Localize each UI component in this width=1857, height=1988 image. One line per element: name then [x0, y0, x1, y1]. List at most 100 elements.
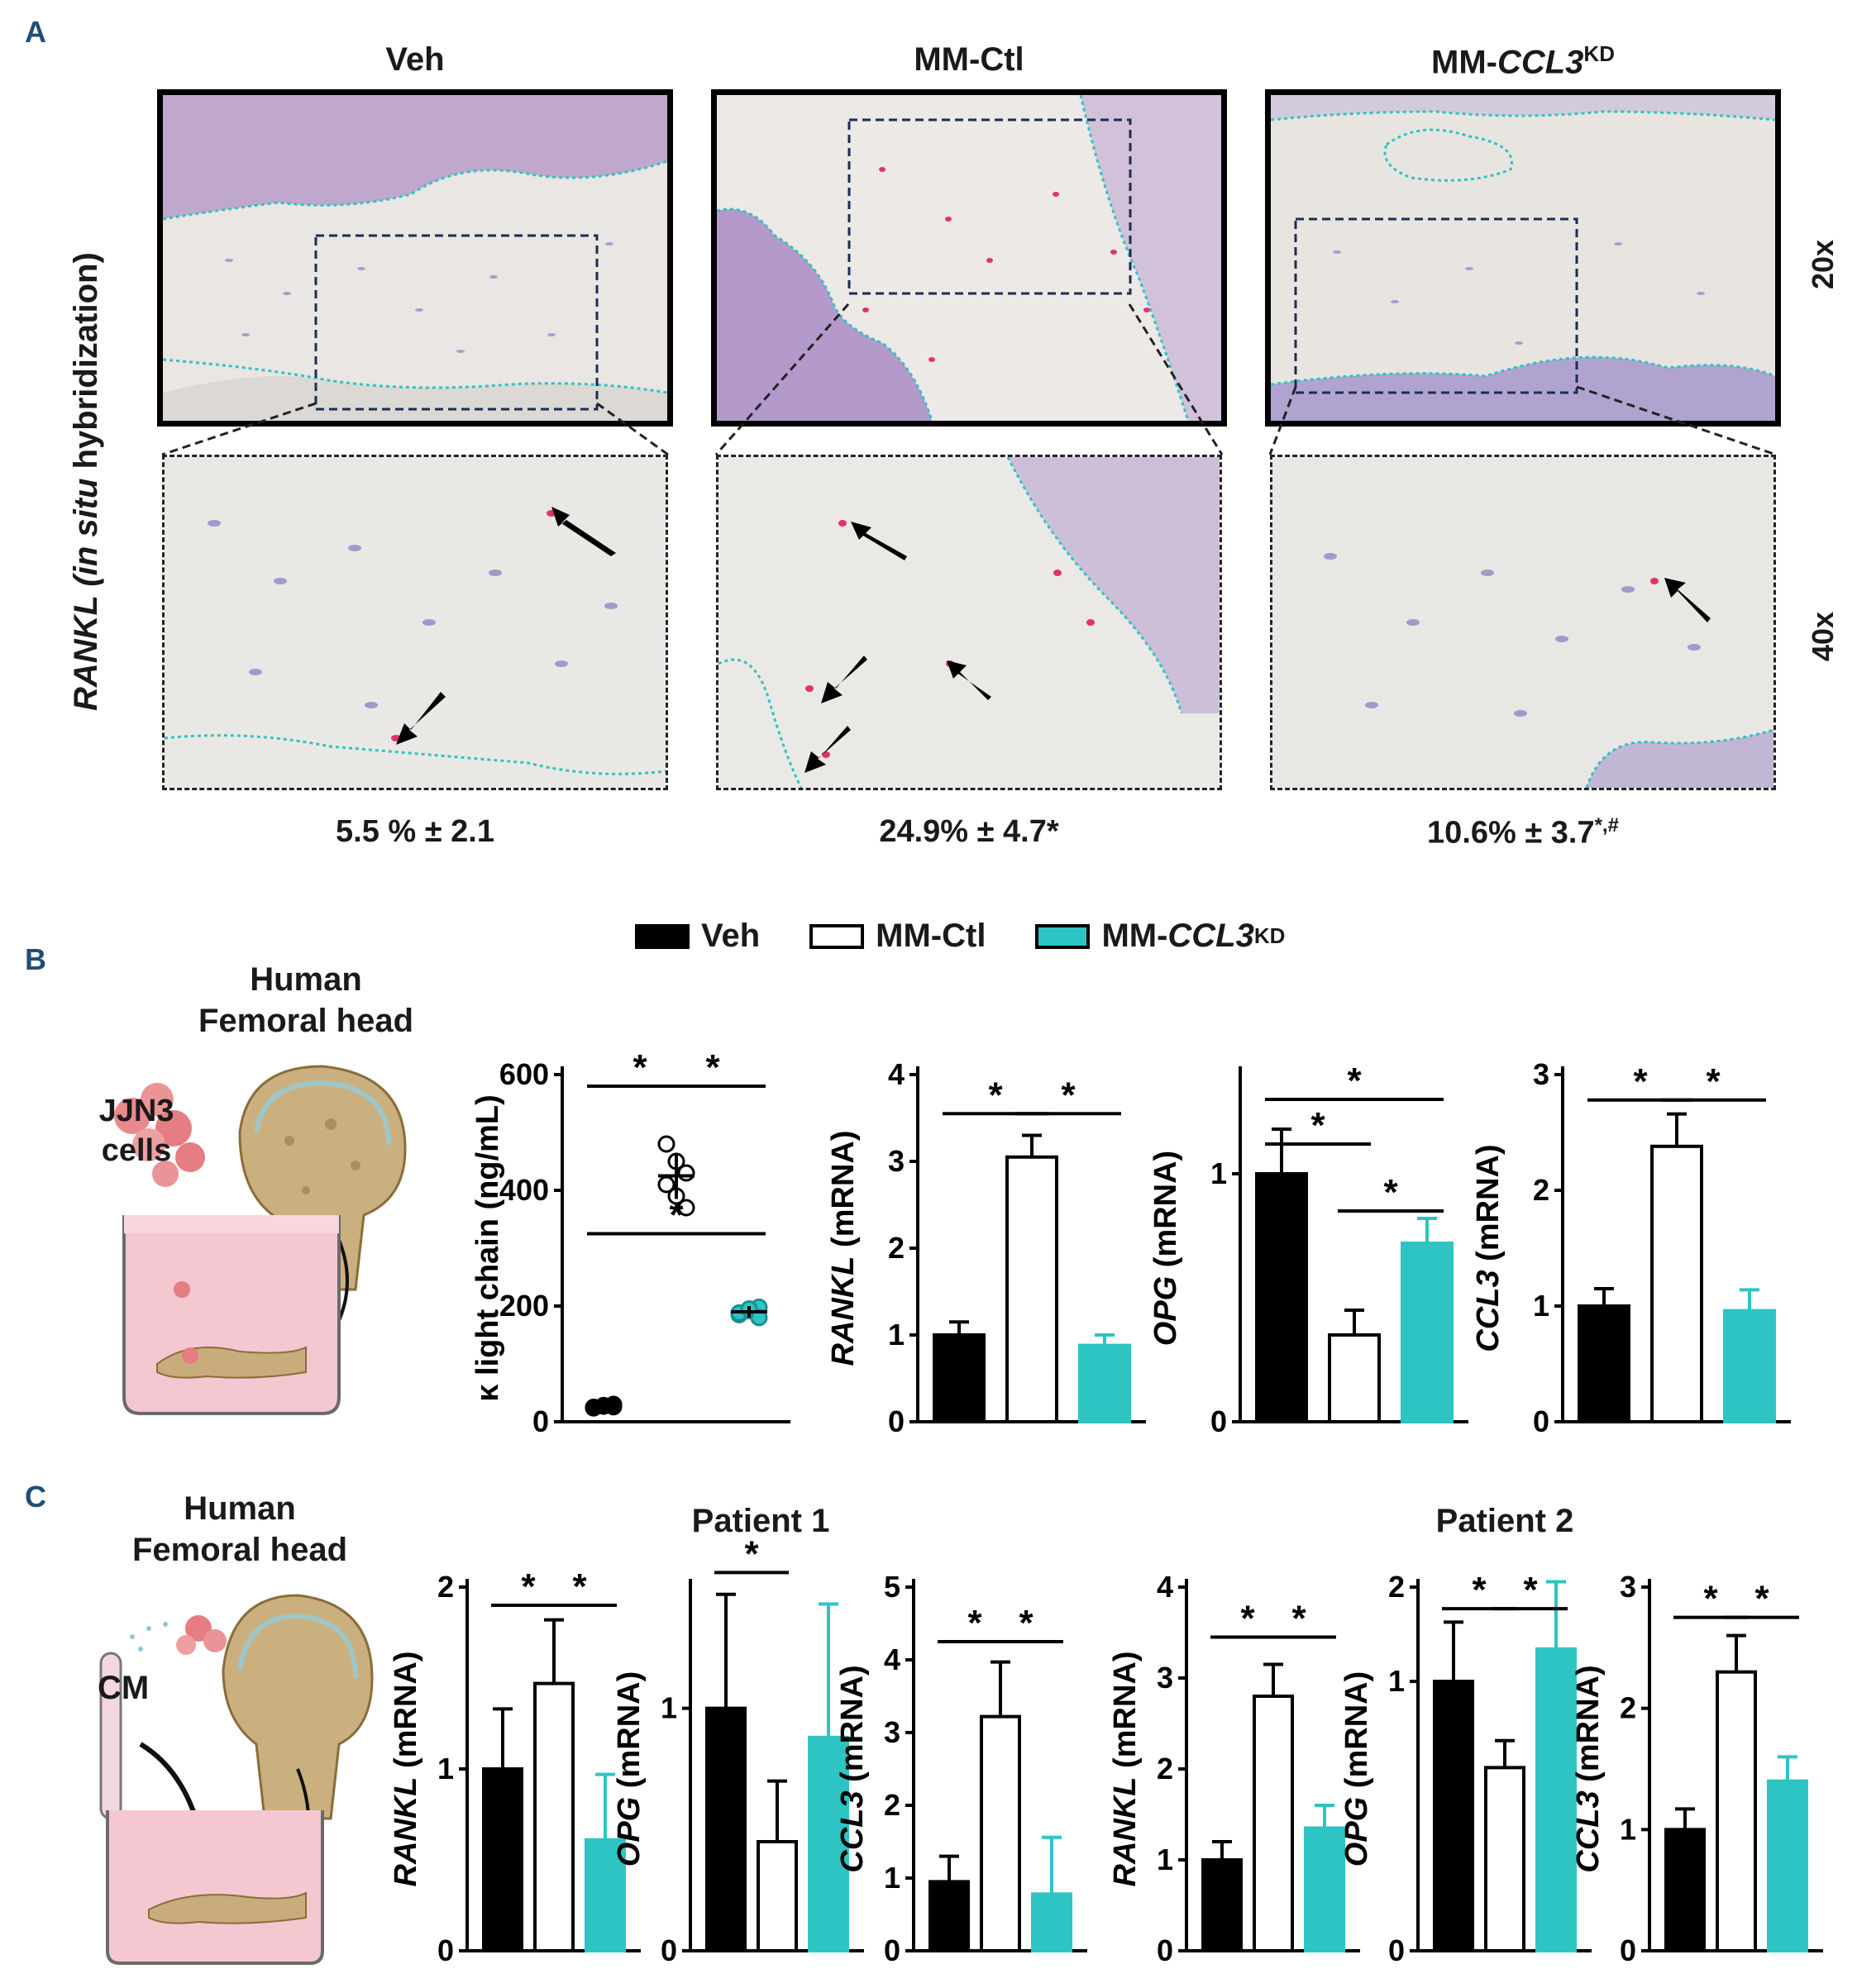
bar-mm-ccl3kd — [1304, 1826, 1345, 1952]
bar-veh — [1664, 1828, 1706, 1953]
y-tick-label: 1 — [1157, 1843, 1173, 1876]
panel-label-c: C — [25, 1480, 46, 1514]
y-tick-label: 200 — [499, 1289, 549, 1323]
data-point — [657, 1135, 675, 1153]
y-tick-label: 0 — [1388, 1933, 1405, 1967]
bar-mm-ctl — [1253, 1695, 1294, 1952]
sig-star: * — [744, 1533, 759, 1574]
data-point — [677, 1199, 695, 1217]
bar-veh — [1201, 1858, 1243, 1952]
mag-40x: 40x — [1806, 611, 1840, 661]
data-point — [677, 1164, 695, 1182]
chart-b-rankl: 0 1 2 3 4 RANKL (mRNA) * * — [826, 1057, 1146, 1438]
y-tick-label: 3 — [1533, 1057, 1549, 1091]
mag-20x: 20x — [1806, 239, 1840, 289]
y-axis-label: RANKL (mRNA) — [1108, 1652, 1143, 1887]
y-axis-label: RANKL (mRNA) — [826, 1131, 861, 1366]
bar-veh — [1578, 1304, 1630, 1423]
bar-mm-ctl — [1005, 1155, 1058, 1423]
chart-c-p2-ccl3: 0 1 2 3 CCL3 (mRNA) * * — [1571, 1570, 1823, 1967]
y-tick-label: 400 — [499, 1173, 549, 1207]
legend-item-mm-ccl3kd: MM- CCL3 KD — [1035, 918, 1285, 955]
sig-star: * — [1240, 1599, 1255, 1639]
y-tick-label: 2 — [437, 1570, 454, 1604]
femoral-head-icon — [222, 1594, 374, 1820]
bar-veh — [705, 1706, 747, 1953]
y-tick-label: 0 — [1620, 1933, 1636, 1967]
y-tick-label: 0 — [1533, 1404, 1549, 1438]
bar-mm-ctl — [1650, 1144, 1703, 1424]
chart-b-ccl3: 0 1 2 3 CCL3 (mRNA) * * — [1471, 1057, 1791, 1438]
cm-label: CM — [98, 1670, 150, 1706]
y-axis-label: CCL3 (mRNA) — [835, 1665, 870, 1872]
panel-c-diagram-title: Human Femoral head — [131, 1490, 348, 1568]
chart-c-p1-rankl: 0 1 2 RANKL (mRNA) * * — [389, 1566, 641, 1967]
y-tick-label: 5 — [884, 1570, 900, 1604]
sig-star: * — [669, 1195, 684, 1236]
legend-swatch-veh — [635, 923, 690, 949]
sig-star: * — [967, 1603, 982, 1643]
col-title-veh: Veh — [385, 41, 445, 78]
micrograph-mm-ccl3kd-40x — [1270, 455, 1776, 790]
bar-mm-ccl3kd — [1535, 1647, 1577, 1953]
y-axis-label: κ light chain (ng/mL) — [470, 1094, 505, 1402]
zoom-connectors — [161, 303, 1777, 456]
bar-mm-ccl3kd — [1078, 1343, 1131, 1424]
sig-star: * — [1706, 1061, 1721, 1102]
y-tick-label: 0 — [437, 1933, 454, 1967]
patient-1-title: Patient 1 — [691, 1503, 830, 1539]
y-tick-label: 1 — [661, 1691, 677, 1725]
panel-b-diagram-title: Human Femoral head — [198, 961, 414, 1039]
bar-mm-ccl3kd — [1031, 1892, 1072, 1952]
bar-mm-ctl — [1484, 1766, 1525, 1952]
chart-c-p1-ccl3: 0 1 2 3 4 5 CCL3 (mRNA) * * — [835, 1570, 1087, 1967]
bar-mm-ccl3kd — [1723, 1309, 1776, 1423]
sig-star: * — [1061, 1075, 1076, 1115]
bar-veh — [1255, 1172, 1308, 1423]
y-tick-label: 1 — [884, 1861, 900, 1895]
sig-star: * — [988, 1075, 1003, 1115]
bar-mm-ctl — [533, 1681, 575, 1952]
y-tick-label: 2 — [1388, 1570, 1405, 1604]
micrograph-veh-20x — [157, 89, 673, 427]
bar-mm-ctl — [1716, 1670, 1757, 1953]
chart-c-p2-opg: 0 1 2 OPG (mRNA) * * — [1339, 1570, 1592, 1967]
sig-star: * — [1019, 1603, 1034, 1643]
sig-star: * — [1291, 1599, 1306, 1639]
well-icon — [122, 1215, 341, 1415]
sig-star: * — [1633, 1061, 1648, 1102]
y-tick-label: 2 — [1620, 1691, 1636, 1725]
y-tick-label: 1 — [888, 1318, 905, 1352]
panel-label-b: B — [25, 942, 46, 976]
legend-swatch-mm-ctl — [809, 923, 865, 949]
bar-veh — [933, 1333, 986, 1423]
y-tick-label: 1 — [1210, 1156, 1227, 1190]
sig-star: * — [1472, 1570, 1487, 1610]
legend-item-mm-ctl: MM-Ctl — [809, 918, 986, 955]
y-tick-label: 600 — [499, 1057, 549, 1091]
sig-star: * — [1754, 1579, 1769, 1619]
chart-c-p2-rankl: 0 1 2 3 4 RANKL (mRNA) * * — [1108, 1570, 1360, 1967]
y-axis-label: CCL3 (mRNA) — [1571, 1665, 1606, 1872]
y-tick-label: 0 — [661, 1933, 677, 1967]
cells-label: JJN3 cells — [98, 1094, 174, 1168]
bar-mm-ccl3kd — [808, 1735, 849, 1952]
y-tick-label: 2 — [884, 1788, 900, 1822]
patient-2-title: Patient 2 — [1435, 1503, 1574, 1539]
y-tick-label: 0 — [1210, 1404, 1227, 1438]
y-axis-label: CCL3 (mRNA) — [1471, 1144, 1506, 1352]
y-tick-label: 3 — [1157, 1661, 1173, 1695]
y-tick-label: 1 — [1533, 1289, 1549, 1323]
legend-swatch-mm-ccl3kd — [1035, 923, 1091, 949]
micrograph-mm-ctl-20x — [711, 89, 1227, 427]
pct-mm-ccl3kd: 10.6% ± 3.7*,# — [1427, 814, 1619, 851]
y-axis-label: OPG (mRNA) — [612, 1671, 647, 1866]
micrograph-mm-ctl-40x — [716, 455, 1222, 790]
chart-b-opg: 0 1 OPG (mRNA) * * * — [1148, 1061, 1468, 1438]
bar-mm-ccl3kd — [1401, 1242, 1454, 1423]
col-title-mm-ctl: MM-Ctl — [914, 41, 1024, 78]
y-axis-label: OPG (mRNA) — [1339, 1671, 1374, 1866]
bar-veh — [482, 1767, 523, 1952]
test-tube-icon — [99, 1615, 227, 1820]
